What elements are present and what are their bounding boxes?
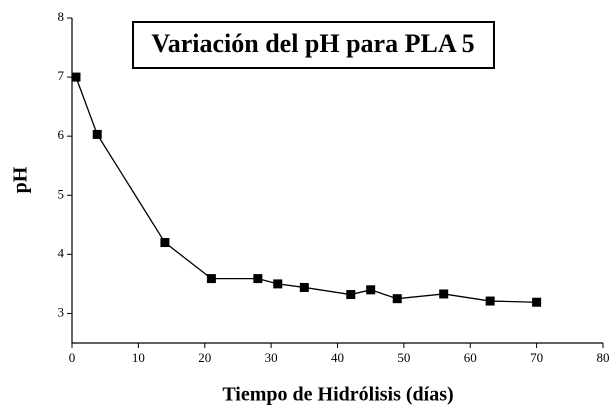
data-point	[532, 297, 542, 307]
y-tick-label: 3	[58, 304, 65, 319]
data-point	[92, 129, 102, 139]
x-tick-label: 70	[530, 350, 543, 365]
x-tick-label: 30	[265, 350, 278, 365]
x-tick-label: 80	[597, 350, 610, 365]
y-tick-label: 4	[58, 245, 65, 260]
data-point	[206, 274, 216, 284]
y-tick-label: 6	[58, 127, 65, 142]
data-line	[75, 76, 537, 303]
chart-title: Variación del pH para PLA 5	[151, 29, 474, 58]
data-point	[439, 289, 449, 299]
x-tick-label: 0	[69, 350, 76, 365]
data-point	[346, 290, 356, 300]
data-point	[485, 296, 495, 306]
x-tick-label: 10	[132, 350, 145, 365]
x-tick-label: 60	[464, 350, 477, 365]
x-axis-label: Tiempo de Hidrólisis (días)	[222, 384, 453, 406]
y-tick-label: 8	[58, 9, 65, 24]
y-tick-label: 5	[58, 186, 65, 201]
data-point	[366, 285, 376, 295]
data-point	[71, 72, 81, 82]
y-tick-label: 7	[58, 68, 65, 83]
data-point	[273, 279, 283, 289]
data-point	[253, 274, 263, 284]
x-tick-label: 50	[397, 350, 410, 365]
data-point	[299, 282, 309, 292]
data-point	[160, 238, 170, 248]
x-tick-label: 40	[331, 350, 344, 365]
data-point	[392, 294, 402, 304]
y-axis-label: pH	[10, 166, 32, 193]
title-box	[132, 21, 495, 69]
x-tick-label: 20	[198, 350, 211, 365]
